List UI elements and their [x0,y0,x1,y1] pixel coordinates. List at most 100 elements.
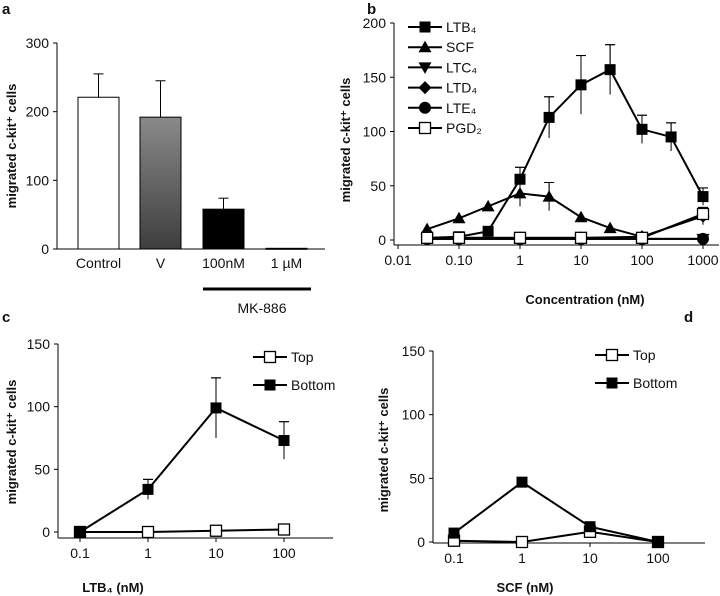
legend-label: Bottom [291,377,335,393]
legend-marker [418,40,432,53]
series-line [426,192,643,238]
data-point [584,521,596,533]
legend-entry: LTE₄ [408,100,477,116]
data-point [513,231,527,244]
data-point [603,221,617,234]
data-point [604,64,616,76]
y-tick-label: 100 [402,407,426,423]
y-tick-label: 150 [402,343,426,359]
legend-entry: PGD₂ [408,120,482,136]
x-tick-label: 0.1 [444,550,464,566]
x-tick-label: 100 [630,252,654,268]
panel-letter: d [684,309,693,326]
x-tick-label: 0.10 [445,252,472,268]
data-point [513,186,527,199]
y-tick-label: 200 [26,104,50,120]
legend-entry: SCF [408,39,474,55]
data-point [210,402,222,414]
data-point [141,525,155,539]
legend-label: LTD₄ [446,80,477,96]
y-tick-label: 0 [378,232,386,248]
bar [202,208,245,250]
panel-letter: c [2,309,10,326]
data-point [74,526,86,538]
y-tick-label: 100 [26,172,50,188]
x-tick-label: 1 µM [271,255,302,271]
x-tick-label: 1 [518,550,526,566]
data-point [665,131,677,143]
legend-marker [264,379,276,391]
legend-marker [418,81,432,95]
y-tick-label: 50 [34,461,50,477]
panel-b: b 0 50 100 150 200 0.01 0.10 1 10 100 1000 Concentra… [338,1,719,307]
legend-marker [419,21,431,33]
legend-marker [418,62,432,74]
series-bottom [448,476,664,548]
data-point [575,79,587,91]
data-point [209,524,223,537]
data-point [696,207,710,221]
y-tick-label: 0 [42,524,50,540]
legend-marker [419,101,431,114]
group-label: MK-886 [237,300,286,316]
data-point [452,231,466,244]
x-tick-label: 100 [272,545,296,561]
y-tick-label: 50 [409,470,425,486]
bar [265,247,308,250]
data-point [481,199,495,212]
y-tick-label: 150 [27,336,51,352]
series-line [79,406,285,533]
legend-entry: LTC₄ [408,59,477,75]
legend-entry: LTB₄ [408,19,477,35]
series-line [80,528,285,533]
panel-letter: a [2,1,11,18]
legend-marker [418,121,432,135]
data-point [482,225,494,237]
x-tick-label: 100nM [202,255,245,271]
data-point [697,232,709,245]
panel-a: a 0 100 200 300 migrated c-kit⁺ cells Control V… [2,1,325,316]
y-tick-label: 150 [363,69,387,85]
legend-label: Top [633,347,656,363]
data-point [515,535,529,549]
legend-label: LTB₄ [446,19,477,35]
data-point [635,231,649,244]
y-tick-label: 300 [26,35,50,51]
x-axis-label: Concentration (nM) [525,292,644,307]
x-tick-label: 1 [516,252,524,268]
x-tick-label: 10 [208,545,224,561]
legend-label: SCF [446,39,474,55]
data-point [636,123,648,135]
panel-d: d 0 50 100 150 0.1 1 10 100 SCF (nM) migrated c-ki… [376,309,705,595]
data-point [420,231,434,244]
data-point [542,190,556,202]
legend-entry: Top [595,347,656,363]
legend-label: PGD₂ [446,120,482,136]
data-point [278,435,290,447]
data-point [420,222,434,235]
y-axis-label: migrated c-kit⁺ cells [4,380,19,505]
data-point [142,483,154,495]
y-tick-label: 100 [363,124,387,140]
legend-entry: Bottom [253,377,335,393]
panel-c: c 0 50 100 150 0.1 1 10 100 LTB₄ (nM) migrated c-k… [2,309,335,595]
y-tick-label: 0 [41,241,49,257]
y-tick-label: 100 [27,399,51,415]
y-tick-label: 50 [370,178,386,194]
y-tick-label: 200 [363,15,387,31]
x-tick-label: 0.01 [384,252,411,268]
y-axis-label: migrated c-kit⁺ cells [376,388,391,513]
x-axis-label: LTB₄ (nM) [82,580,144,595]
series-line [453,530,659,544]
series-top [73,523,291,539]
bar [77,96,120,250]
legend-marker [605,348,619,362]
y-axis-label: migrated c-kit⁺ cells [338,78,353,203]
legend-entry: Bottom [595,375,677,391]
data-point [543,111,555,123]
x-tick-label: 10 [573,252,589,268]
data-point [448,527,460,539]
data-point [516,476,528,488]
bar [139,116,182,250]
